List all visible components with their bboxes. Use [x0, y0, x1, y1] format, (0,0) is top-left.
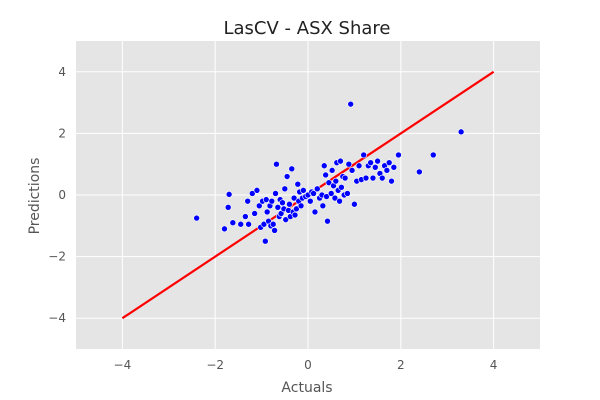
y-tick-label: 2: [58, 126, 66, 140]
data-point: [311, 208, 319, 216]
data-point: [225, 191, 233, 198]
data-point: [327, 190, 335, 197]
data-point: [313, 185, 321, 193]
data-point: [347, 100, 354, 108]
data-point: [383, 167, 391, 174]
data-point: [331, 194, 339, 202]
data-point: [271, 227, 278, 234]
data-point: [294, 180, 302, 188]
data-point: [390, 163, 398, 171]
data-point: [273, 160, 280, 168]
data-point: [279, 199, 286, 206]
data-point: [262, 237, 269, 245]
data-point: [367, 159, 374, 166]
x-axis-ticks: −4 −2 0 2 4: [114, 358, 498, 372]
data-point: [251, 210, 258, 217]
data-point: [355, 162, 363, 170]
data-point: [263, 208, 271, 216]
data-point: [269, 220, 277, 228]
data-point: [274, 204, 282, 211]
x-tick-label: −2: [206, 358, 224, 372]
data-point: [310, 190, 317, 197]
data-point: [457, 128, 465, 136]
data-point: [249, 190, 256, 197]
data-point: [221, 225, 228, 233]
data-point: [244, 197, 251, 205]
data-point: [385, 159, 393, 166]
data-point: [268, 197, 276, 205]
data-point: [374, 157, 381, 165]
data-point: [237, 220, 245, 228]
data-point: [260, 220, 268, 228]
data-point: [371, 163, 379, 171]
data-point: [272, 190, 279, 197]
data-point: [388, 177, 395, 185]
data-point: [283, 173, 291, 180]
data-point: [253, 187, 261, 194]
y-tick-label: −2: [48, 250, 66, 264]
data-point: [224, 204, 232, 211]
data-point: [336, 197, 343, 205]
data-point: [345, 160, 353, 168]
y-axis-label: Predictions: [27, 158, 43, 235]
data-point: [242, 213, 249, 220]
data-point: [286, 200, 293, 208]
data-point: [429, 151, 437, 159]
y-tick-label: 0: [58, 188, 66, 202]
data-point: [324, 217, 331, 225]
data-point: [319, 202, 327, 210]
data-point: [307, 197, 314, 205]
x-tick-label: 4: [490, 358, 498, 372]
data-point: [288, 165, 296, 173]
data-point: [300, 187, 307, 194]
x-tick-label: 2: [397, 358, 405, 372]
data-point: [395, 151, 402, 159]
data-point: [229, 219, 237, 227]
data-point: [290, 194, 298, 202]
data-point: [323, 193, 330, 200]
data-point: [332, 177, 340, 185]
chart-title: LasCV - ASX Share: [224, 18, 391, 39]
data-point: [362, 174, 370, 182]
data-point: [262, 196, 270, 203]
data-point: [293, 205, 300, 213]
data-point: [351, 200, 358, 208]
data-point: [337, 157, 344, 165]
data-point: [245, 220, 252, 228]
data-point: [325, 179, 333, 186]
y-tick-label: 4: [58, 65, 66, 79]
data-point: [360, 151, 367, 159]
data-point: [348, 167, 356, 174]
data-point: [282, 216, 290, 223]
data-point: [320, 162, 328, 170]
data-points: [193, 100, 465, 245]
data-point: [281, 185, 289, 193]
data-point: [322, 171, 329, 179]
data-point: [193, 214, 200, 222]
data-point: [328, 167, 336, 174]
y-tick-label: −4: [48, 311, 66, 325]
data-point: [344, 190, 351, 197]
data-point: [255, 202, 263, 210]
data-point: [416, 168, 423, 176]
y-axis-ticks: −4 −2 0 2 4: [48, 65, 66, 325]
x-tick-label: −4: [114, 358, 132, 372]
data-point: [291, 211, 299, 219]
data-point: [338, 184, 345, 191]
data-point: [378, 174, 386, 182]
data-point: [297, 202, 305, 210]
x-tick-label: 0: [304, 358, 312, 372]
data-point: [369, 174, 377, 182]
data-point: [341, 174, 349, 182]
x-axis-label: Actuals: [281, 380, 332, 396]
